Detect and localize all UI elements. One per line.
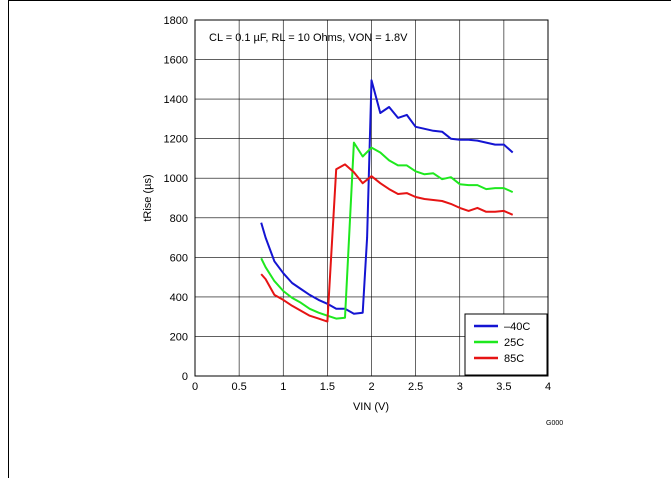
x-tick-label: 3.5 [496,381,511,393]
x-axis-ticks: 0 0.5 1 1.5 2 2.5 3 3.5 4 [192,381,551,393]
series-line-1 [260,79,514,315]
condition-annotation: CL = 0.1 µF, RL = 10 Ohms, VON = 1.8V [209,32,408,44]
legend: –40C 25C 85C [464,313,548,376]
y-tick-label: 1600 [164,55,188,67]
y-tick-label: 200 [170,331,188,343]
y-tick-label: 600 [170,252,188,264]
x-tick-label: 1.5 [320,381,335,393]
series-line-2 [260,141,514,320]
x-tick-label: 4 [545,381,551,393]
x-tick-label: 0 [192,381,198,393]
y-tick-label: 1400 [164,94,188,106]
y-axis-label: tRise (µs) [142,174,154,221]
x-tick-label: 0.5 [231,381,246,393]
y-tick-label: 1200 [164,134,188,146]
y-axis-ticks: 0 200 400 600 800 1000 1200 1400 1600 1800 [164,15,188,383]
x-tick-label: 2 [368,381,374,393]
figure-code: G000 [546,420,563,427]
legend-label-1: –40C [504,321,530,333]
plot-frame [194,19,549,377]
frame-top-border [8,0,671,1]
legend-label-3: 85C [504,353,524,365]
y-tick-label: 0 [182,371,188,383]
y-tick-label: 1800 [164,15,188,27]
y-tick-label: 800 [170,213,188,225]
legend-label-2: 25C [504,337,524,349]
x-tick-label: 1 [280,381,286,393]
x-tick-label: 3 [457,381,463,393]
series-lines [260,79,514,323]
y-tick-label: 1000 [164,173,188,185]
series-line-3 [260,163,514,323]
legend-box [464,313,548,376]
x-tick-label: 2.5 [408,381,423,393]
x-axis-label: VIN (V) [353,401,389,413]
frame-left-border [8,0,9,478]
y-tick-label: 400 [170,292,188,304]
